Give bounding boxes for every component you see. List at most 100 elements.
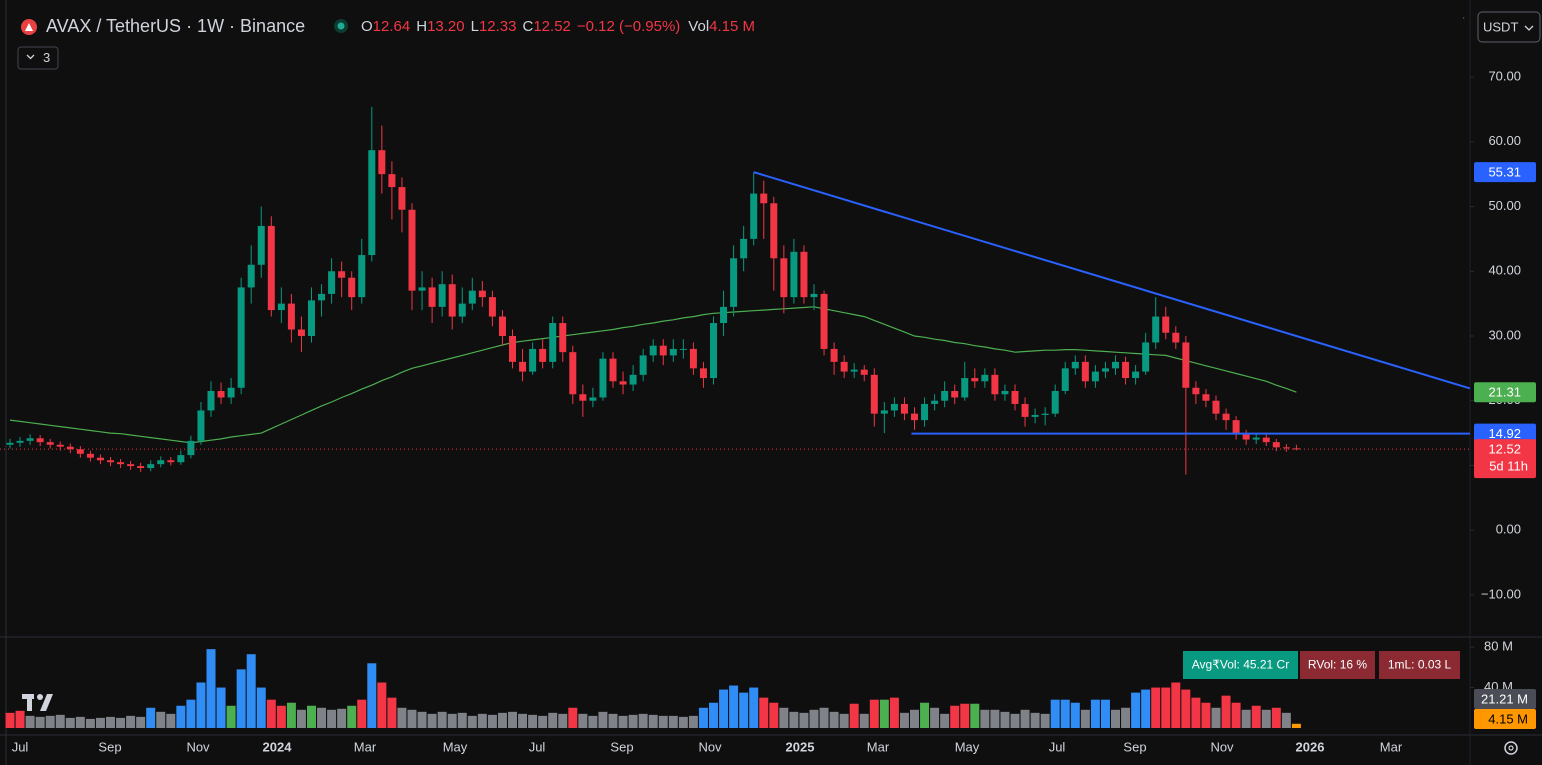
volume-bar [1000,711,1010,728]
candle-body [378,150,386,175]
candle-body [1112,361,1119,369]
x-tick-label: May [955,739,980,754]
candle-body [649,345,657,356]
volume-bar [1080,709,1090,728]
volume-bar [95,717,105,728]
volume-bar [558,713,568,728]
candle-body [971,378,979,382]
indicators-toggle[interactable] [17,46,59,70]
y-tick-label: −10.00 [1481,586,1521,601]
logo-part [40,694,53,711]
indicator-badge-box [1300,651,1375,679]
volume-bar [1281,712,1291,728]
x-tick-label: 2024 [263,739,293,754]
candle-body [1122,361,1130,379]
currency-select[interactable] [1477,11,1541,43]
volume-bar [1211,707,1221,728]
volume-bar [1100,699,1110,728]
candle-body [589,397,597,401]
candle-body [1162,316,1170,333]
candle-body [197,410,205,441]
candle-body [498,316,506,336]
volume-bar [146,707,156,728]
y-tick-label: 30.00 [1488,327,1521,342]
volume-bar [648,714,658,728]
volume-bar [106,716,115,728]
volume-bar [779,707,789,728]
candle-body [1051,391,1059,414]
candle-body [76,449,84,454]
volume-bar [1221,695,1231,728]
volume-bar [497,712,507,728]
x-tick-label: Nov [698,739,722,754]
candle-body [961,378,969,398]
volume-bar [307,705,316,728]
volume-bar [1020,709,1030,728]
volume-bar [789,711,799,728]
candle-body [388,174,396,188]
candle-body [619,381,627,385]
volume-bar [799,712,809,728]
candle-body [549,323,557,362]
candle-body [1031,414,1039,417]
volume-bar [628,714,638,728]
settings[interactable] [1504,741,1518,755]
candle-body [1061,368,1069,392]
candle-body [1101,368,1109,372]
candle-body [36,438,44,443]
candle-body [157,460,165,465]
symbol-title[interactable]: AVAX / TetherUS · 1W · Binance [46,16,305,36]
l-label: L [471,18,479,35]
volume-bar [1261,709,1271,728]
volume-bar [417,711,427,728]
volume-bar [1030,712,1040,728]
candle-body [488,297,496,317]
vol-value: 4.15 M [709,18,755,35]
candle-body [1041,413,1049,415]
axes: −10.000.0010.0020.0030.0040.0050.0060.00… [12,68,1536,754]
volume-bar [940,713,950,728]
candle-body [599,358,607,398]
x-tick-label: Mar [1380,739,1403,754]
volume-last-label: 4.15 M [1488,711,1528,726]
volume-bar [487,714,497,728]
candle-body [1091,371,1099,382]
candle-body [951,391,959,398]
volume-bar [15,710,25,728]
candle-body [740,238,748,259]
candle-body [890,403,898,411]
y-tick-label: 50.00 [1488,198,1521,213]
volume-bar [578,713,588,728]
candle-body [167,460,175,463]
volume-bar [638,713,648,728]
candle-body [820,293,828,349]
volume-bar [1050,699,1060,728]
volume-bar [256,687,266,728]
candle-body [800,251,808,298]
ma-price: 21.31 [1488,385,1521,400]
x-tick-label: May [443,739,468,754]
volume-bar [889,697,899,728]
candle-body [16,440,24,443]
volume-bar [266,699,276,728]
volume-pane: Avg₹Vol: 45.21 Cr RVol: 16 % 1mL: 0.03 L [5,649,1460,728]
candle-body [66,446,74,450]
volume-bar [769,702,779,728]
candle-body [1282,447,1290,449]
candle-body [257,225,265,265]
close-value: 12.52 [533,18,571,35]
volume-bar [116,717,126,728]
volume-bar [960,703,970,728]
volume-ma-label: 21.21 M [1481,691,1528,706]
candle-body [780,258,788,298]
candle-body [790,251,798,298]
low-value: 12.33 [479,18,517,35]
candle-body [348,277,356,298]
logo-part [27,694,32,711]
candle-body [418,287,426,291]
volume-bar [337,708,347,728]
candle-body [247,264,255,288]
candle-body [669,348,677,356]
candle-body [699,368,707,379]
last-price: 12.52 [1488,442,1521,457]
